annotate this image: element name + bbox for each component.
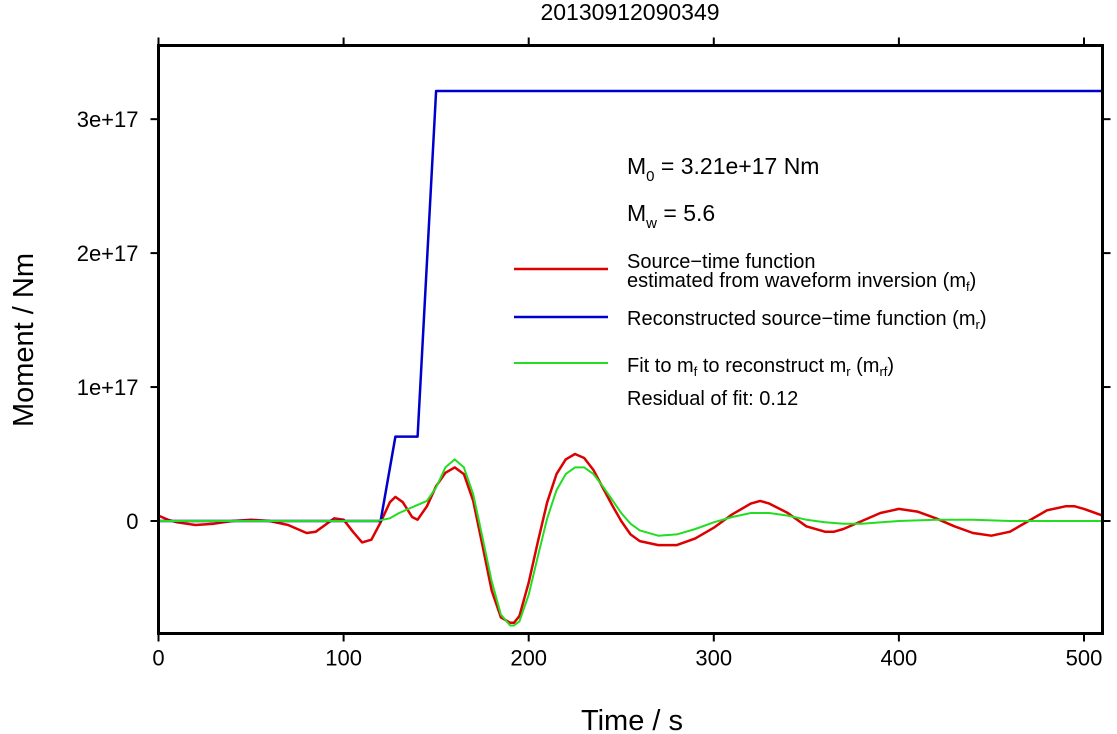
m0-subscript: 0 (646, 168, 654, 185)
seismic-moment-annotation: M0 = 3.21e+17 Nm (627, 153, 819, 185)
legend-red-line2: estimated from waveform inversion (mf) (627, 270, 976, 294)
legend-blue-subscript: r (976, 317, 981, 332)
x-tick-label: 100 (325, 646, 362, 671)
x-axis-title: Time / s (581, 705, 683, 734)
x-tick-label: 0 (152, 646, 164, 671)
chart-title: 20130912090349 (540, 0, 719, 25)
legend-green-close: ) (887, 355, 894, 377)
legend-green-a: Fit to m (627, 355, 694, 377)
y-tick-label: 0 (126, 509, 138, 534)
legend-green-sub2: r (846, 364, 851, 379)
legend: Source−time function estimated from wave… (514, 251, 987, 410)
m0-value: = 3.21e+17 Nm (655, 153, 820, 179)
legend-blue-label: Reconstructed source−time function (mr) (627, 308, 987, 332)
legend-red-line1: Source−time function (627, 251, 815, 273)
mw-symbol: M (627, 200, 646, 226)
series-line-red (157, 452, 1103, 625)
x-tick-label: 200 (510, 646, 547, 671)
y-axis-title: Moment / Nm (8, 253, 40, 427)
legend-red-close: ) (970, 270, 977, 292)
x-tick-label: 400 (881, 646, 918, 671)
series-layer (157, 89, 1103, 627)
ticks-layer: 0 100 200 300 400 500 0 1e+17 2e+17 3e+17 (77, 37, 1111, 671)
legend-green-sub3: rf (879, 364, 887, 379)
residual-annotation: Residual of fit: 0.12 (627, 388, 798, 410)
x-tick-label: 300 (695, 646, 732, 671)
mw-subscript: w (645, 215, 657, 232)
y-tick-label: 1e+17 (77, 375, 139, 400)
legend-green-sub1: f (694, 364, 698, 379)
legend-blue-text: Reconstructed source−time function (m (627, 308, 976, 330)
legend-red-text: estimated from waveform inversion (m (627, 270, 966, 292)
legend-green-c: (m (851, 355, 880, 377)
mw-value: = 5.6 (657, 200, 715, 226)
series-line-green (158, 458, 1103, 627)
plot-frame (157, 44, 1104, 635)
moment-magnitude-annotation: Mw = 5.6 (627, 200, 715, 232)
y-tick-label: 3e+17 (77, 107, 139, 132)
y-tick-label: 2e+17 (77, 241, 139, 266)
x-tick-label: 500 (1066, 646, 1103, 671)
m0-symbol: M (627, 153, 646, 179)
legend-red-subscript: f (966, 279, 970, 294)
legend-green-label: Fit to mf to reconstruct mr (mrf) (627, 355, 894, 379)
legend-blue-close: ) (980, 308, 987, 330)
legend-green-b: to reconstruct m (697, 355, 846, 377)
